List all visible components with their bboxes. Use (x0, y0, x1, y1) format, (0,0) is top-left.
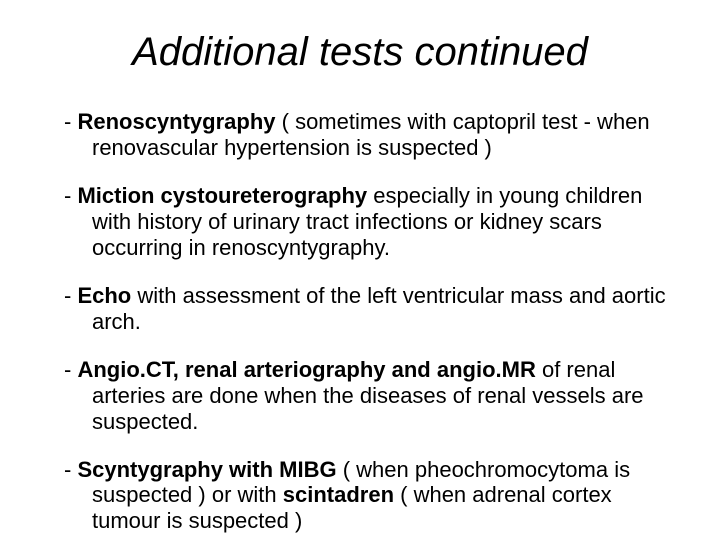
item-bold: Angio.CT, renal arteriography and angio.… (77, 357, 535, 382)
list-item: - Miction cystoureterography especially … (40, 183, 680, 261)
slide: Additional tests continued - Renoscyntyg… (0, 0, 720, 540)
list-item: - Scyntygraphy with MIBG ( when pheochro… (40, 457, 680, 535)
item-prefix: - (64, 183, 77, 208)
item-bold: Renoscyntygraphy (77, 109, 275, 134)
item-prefix: - (64, 457, 77, 482)
item-bold: Miction cystoureterography (77, 183, 367, 208)
list-item: - Angio.CT, renal arteriography and angi… (40, 357, 680, 435)
item-prefix: - (64, 357, 77, 382)
item-bold: Scyntygraphy with MIBG (77, 457, 336, 482)
item-prefix: - (64, 109, 77, 134)
item-text: with assessment of the left ventricular … (92, 283, 666, 334)
list-item: - Echo with assessment of the left ventr… (40, 283, 680, 335)
item-bold: Echo (77, 283, 131, 308)
item-bold: scintadren (283, 482, 394, 507)
item-prefix: - (64, 283, 77, 308)
slide-title: Additional tests continued (40, 30, 680, 75)
list-item: - Renoscyntygraphy ( sometimes with capt… (40, 109, 680, 161)
slide-body: - Renoscyntygraphy ( sometimes with capt… (40, 109, 680, 534)
